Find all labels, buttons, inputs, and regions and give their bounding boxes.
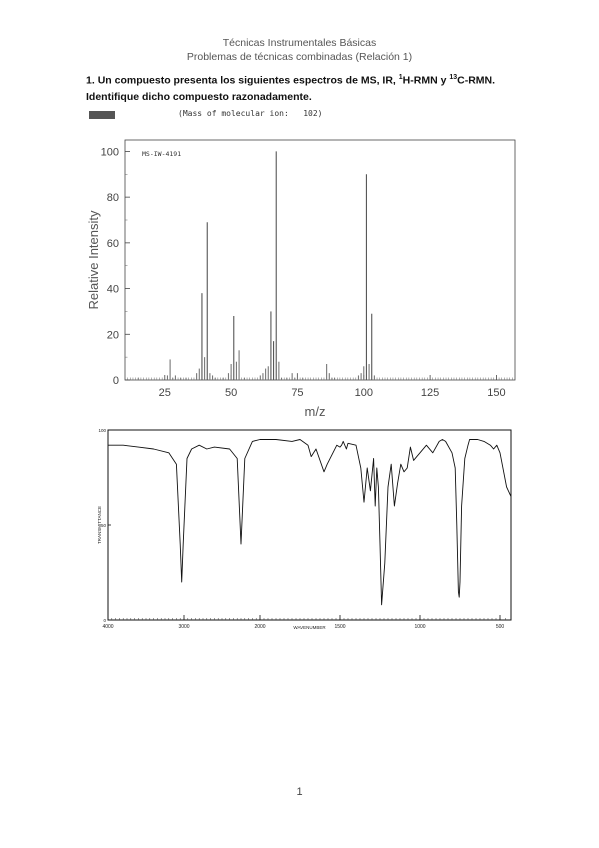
x-tick-label: 1500 [334,624,345,630]
y-axis-title: Relative Intensity [86,210,101,309]
x-tick-label: 50 [225,387,237,399]
y-tick-label: 60 [107,238,119,250]
x-axis-title: m/z [305,404,326,419]
header-subtitle: Problemas de técnicas combinadas (Relaci… [186,51,413,63]
ms-spectrum-header: (Mass of molecular ion: 102) [86,109,506,123]
y-tick-label: 100 [98,428,106,433]
x-tick-label: 4000 [102,624,113,630]
plot-frame [124,139,516,381]
plot-frame [107,429,512,621]
x-tick-label: 3000 [178,624,189,630]
y-tick-label: 20 [107,329,119,341]
y-tick-label: 100 [101,146,119,158]
question-number: 1. [86,74,95,87]
x-tick-label: 150 [487,387,505,399]
y-tick-label: 0 [113,375,119,387]
x-tick-label: 125 [421,387,439,399]
x-tick-label: 75 [291,387,303,399]
y-tick-label: 40 [107,284,119,296]
y-tick-label: 50 [101,523,107,528]
x-tick-label: 2000 [254,624,265,630]
document-header: Técnicas Instrumentales Básicas Problema… [0,36,599,64]
x-axis-title: WAVENUMBER [293,625,326,630]
page-number: 1 [296,786,303,798]
question-text: 1. Un compuesto presenta los siguientes … [86,74,496,103]
x-tick-label: 1000 [414,624,425,630]
transmittance-trace [108,439,512,606]
ir-spectrum-chart: 4000 3000 2000 1500 1000 500100500WAVENUMBERT… [97,428,512,630]
y-tick-label: 0 [103,618,106,623]
redacted-id [89,111,115,119]
y-axis-title: TRANSMITTANCE [97,506,102,544]
spectrum-id-label: MS-IW-4191 [142,150,181,158]
y-tick-label: 80 [107,192,119,204]
molecular-ion-label: (Mass of molecular ion: 102) [178,109,323,118]
mass-spectrum-chart: 25 50 75 100 125 150 0 20 40 60 80 100 MS-IW-4191 m/z… [86,139,516,419]
x-tick-label: 500 [496,624,505,630]
x-tick-label: 100 [355,387,373,399]
x-tick-label: 25 [159,387,171,399]
header-course-title: Técnicas Instrumentales Básicas [222,37,377,49]
